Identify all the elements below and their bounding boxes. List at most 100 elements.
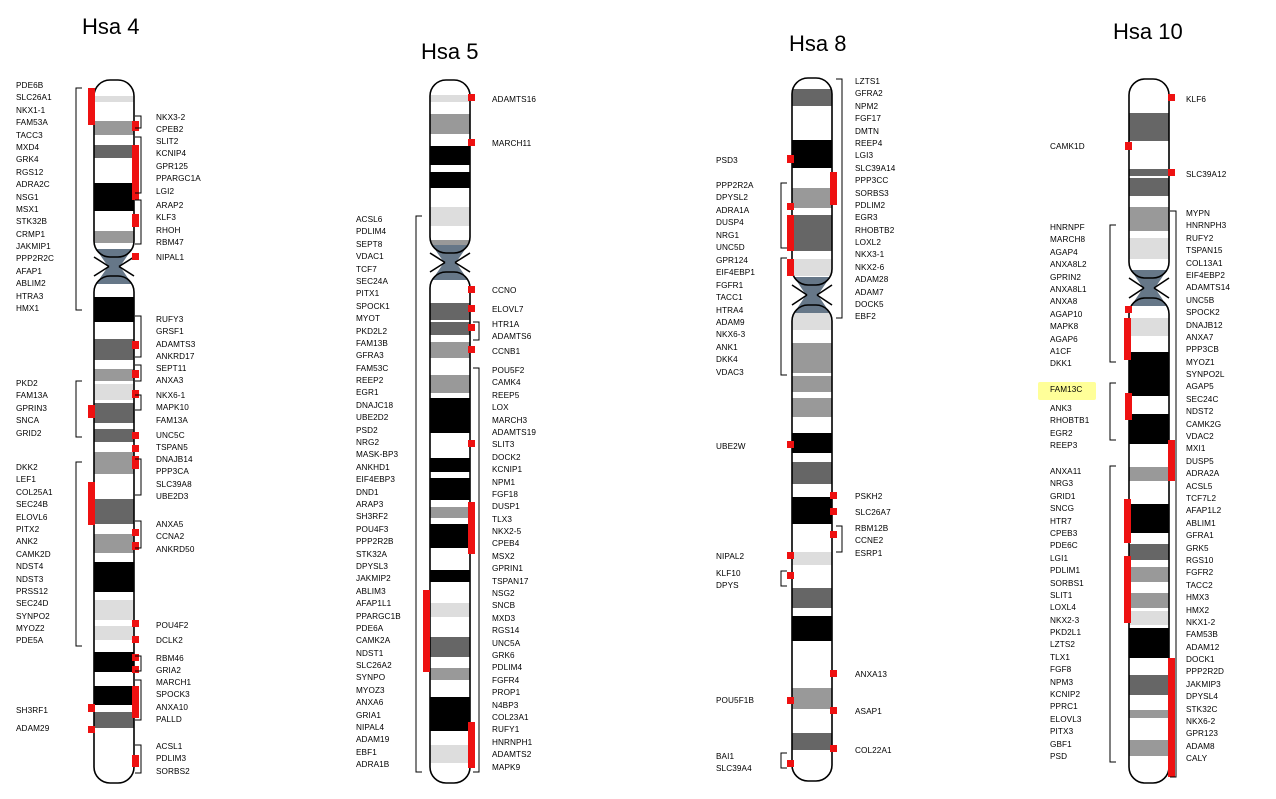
gene-label: COL25A1 bbox=[16, 487, 53, 497]
gene-group-bracket bbox=[135, 136, 142, 194]
gene-label: MYOZ2 bbox=[16, 624, 45, 634]
gene-list-hsa4-3: ARAP2 KLF3 RHOH RBM47 bbox=[156, 200, 184, 250]
gene-label: GRK4 bbox=[16, 155, 39, 165]
gene-label: CCNE2 bbox=[855, 536, 884, 546]
gene-label: LZTS2 bbox=[1050, 640, 1076, 650]
gene-label: ABLIM1 bbox=[1186, 518, 1216, 528]
gene-label: PDLIM1 bbox=[1050, 566, 1081, 576]
gene-label: CPEB2 bbox=[156, 125, 184, 135]
gene-label: ESRP1 bbox=[855, 548, 883, 558]
gene-label: UBE2D2 bbox=[356, 413, 389, 423]
gene-label: ADAM8 bbox=[1186, 741, 1215, 751]
gene-label: UNC5D bbox=[716, 242, 745, 252]
gene-label: LOX bbox=[492, 403, 509, 413]
gene-label: TACC2 bbox=[1186, 580, 1213, 590]
gene-label: BAI1 bbox=[716, 752, 735, 761]
gene-group-bracket bbox=[135, 458, 142, 496]
gene-label: DNAJB14 bbox=[156, 455, 193, 464]
gene-label: CCNA2 bbox=[156, 532, 185, 542]
hsa10-band bbox=[1129, 628, 1169, 658]
gene-label: MXI1 bbox=[1186, 444, 1206, 454]
gene-label: EIF4EBP1 bbox=[716, 268, 756, 278]
gene-group-bracket bbox=[473, 321, 480, 341]
gene-label: MYOZ3 bbox=[356, 685, 385, 695]
gene-label: ELOVL7 bbox=[492, 305, 524, 314]
hsa10-centromere-edge bbox=[1128, 287, 1145, 299]
hsa5-locus-marker bbox=[423, 590, 430, 672]
gene-list-hsa4-11: DNAJB14 PPP3CA SLC39A8 UBE2D3 bbox=[156, 454, 193, 504]
gene-label: ADAM7 bbox=[855, 287, 884, 297]
gene-label: REEP5 bbox=[492, 390, 520, 400]
hsa10-band bbox=[1129, 178, 1169, 196]
hsa8-locus-marker bbox=[787, 552, 794, 559]
gene-label: MARCH1 bbox=[156, 678, 192, 687]
gene-label: HMX3 bbox=[1186, 593, 1210, 603]
gene-label: KCNIP1 bbox=[492, 465, 523, 475]
gene-label: PPRC1 bbox=[1050, 702, 1078, 712]
gene-label: RUFY2 bbox=[1186, 233, 1214, 243]
gene-label: ADAMTS2 bbox=[492, 750, 532, 760]
hsa8-band bbox=[792, 398, 832, 417]
gene-label: KCNIP4 bbox=[156, 149, 187, 159]
gene-label: KCNIP2 bbox=[1050, 690, 1081, 700]
gene-label: MAPK8 bbox=[1050, 322, 1079, 332]
gene-label: RUFY1 bbox=[492, 725, 520, 735]
gene-label: FAM13A bbox=[16, 391, 48, 401]
hsa10-centromere-edge bbox=[1153, 277, 1170, 289]
gene-label: MYOZ1 bbox=[1186, 357, 1215, 367]
gene-label: HMX1 bbox=[16, 304, 40, 314]
hsa8-locus-marker bbox=[787, 215, 794, 251]
gene-label: PDE5A bbox=[16, 636, 44, 646]
gene-list-hsa10-6: ANXA11 NRG3 GRID1 SNCG HTR7 CPEB3 PDE6C LGI1 PDL… bbox=[1050, 466, 1084, 763]
gene-group-bracket bbox=[135, 315, 142, 358]
gene-list-hsa5-3: CCNO bbox=[492, 285, 517, 297]
gene-group-bracket bbox=[135, 679, 142, 721]
gene-group-bracket bbox=[135, 744, 142, 774]
hsa4-band bbox=[94, 686, 134, 705]
hsa5-locus-marker bbox=[468, 440, 475, 447]
hsa4-band bbox=[94, 96, 134, 102]
gene-label: EBF2 bbox=[855, 312, 876, 322]
gene-label: RGS12 bbox=[16, 167, 44, 177]
gene-label: GPR124 bbox=[716, 256, 749, 265]
gene-label: SLC39A12 bbox=[1186, 170, 1227, 179]
gene-label: SNCG bbox=[1050, 504, 1075, 514]
hsa8-locus-marker bbox=[830, 670, 837, 677]
gene-label: SPOCK1 bbox=[356, 301, 390, 311]
gene-label: DOCK2 bbox=[492, 452, 521, 462]
gene-label: ADAM19 bbox=[356, 735, 390, 745]
hsa10-locus-marker bbox=[1125, 393, 1132, 420]
gene-label: ANXA8L1 bbox=[1050, 284, 1087, 294]
gene-label: JAKMIP3 bbox=[1186, 679, 1221, 689]
gene-label: RUFY3 bbox=[156, 315, 184, 324]
gene-label: GPRIN2 bbox=[1050, 272, 1082, 282]
gene-label: FGFR4 bbox=[492, 675, 520, 685]
gene-label: GRSF1 bbox=[156, 327, 184, 337]
hsa5-p-arm bbox=[430, 80, 470, 253]
hsa8-band bbox=[792, 552, 832, 565]
gene-list-hsa8-2: PPP2R2A DPYSL2 ADRA1A DUSP4 NRG1 UNC5D bbox=[716, 180, 754, 254]
gene-label: HTR7 bbox=[1050, 516, 1072, 526]
hsa5-band bbox=[430, 458, 470, 472]
hsa10-locus-marker bbox=[1168, 440, 1175, 481]
hsa8-locus-marker bbox=[787, 441, 794, 448]
hsa8-band bbox=[792, 462, 832, 484]
hsa4-centromere bbox=[96, 249, 132, 284]
gene-label: SLC39A4 bbox=[716, 764, 752, 774]
gene-label: DNAJC18 bbox=[356, 400, 394, 410]
hsa5-band bbox=[430, 95, 470, 102]
gene-label: JAKMIP2 bbox=[356, 574, 391, 584]
hsa8-centromere-edge bbox=[791, 284, 808, 296]
hsa4-locus-marker bbox=[132, 456, 139, 469]
hsa4-centromere-edge bbox=[93, 265, 110, 277]
gene-label: PDE6A bbox=[356, 623, 384, 633]
gene-label: ADRA1B bbox=[356, 760, 390, 770]
hsa5-centromere-edge bbox=[454, 252, 471, 264]
gene-label: GRIA2 bbox=[156, 666, 182, 676]
hsa4-band bbox=[94, 403, 134, 423]
gene-label: PPP3CC bbox=[855, 176, 889, 186]
gene-label: SEC24C bbox=[1186, 394, 1219, 404]
hsa5-locus-marker bbox=[468, 346, 475, 353]
gene-label: ADRA1A bbox=[716, 205, 750, 215]
gene-label: NRG3 bbox=[1050, 479, 1074, 489]
